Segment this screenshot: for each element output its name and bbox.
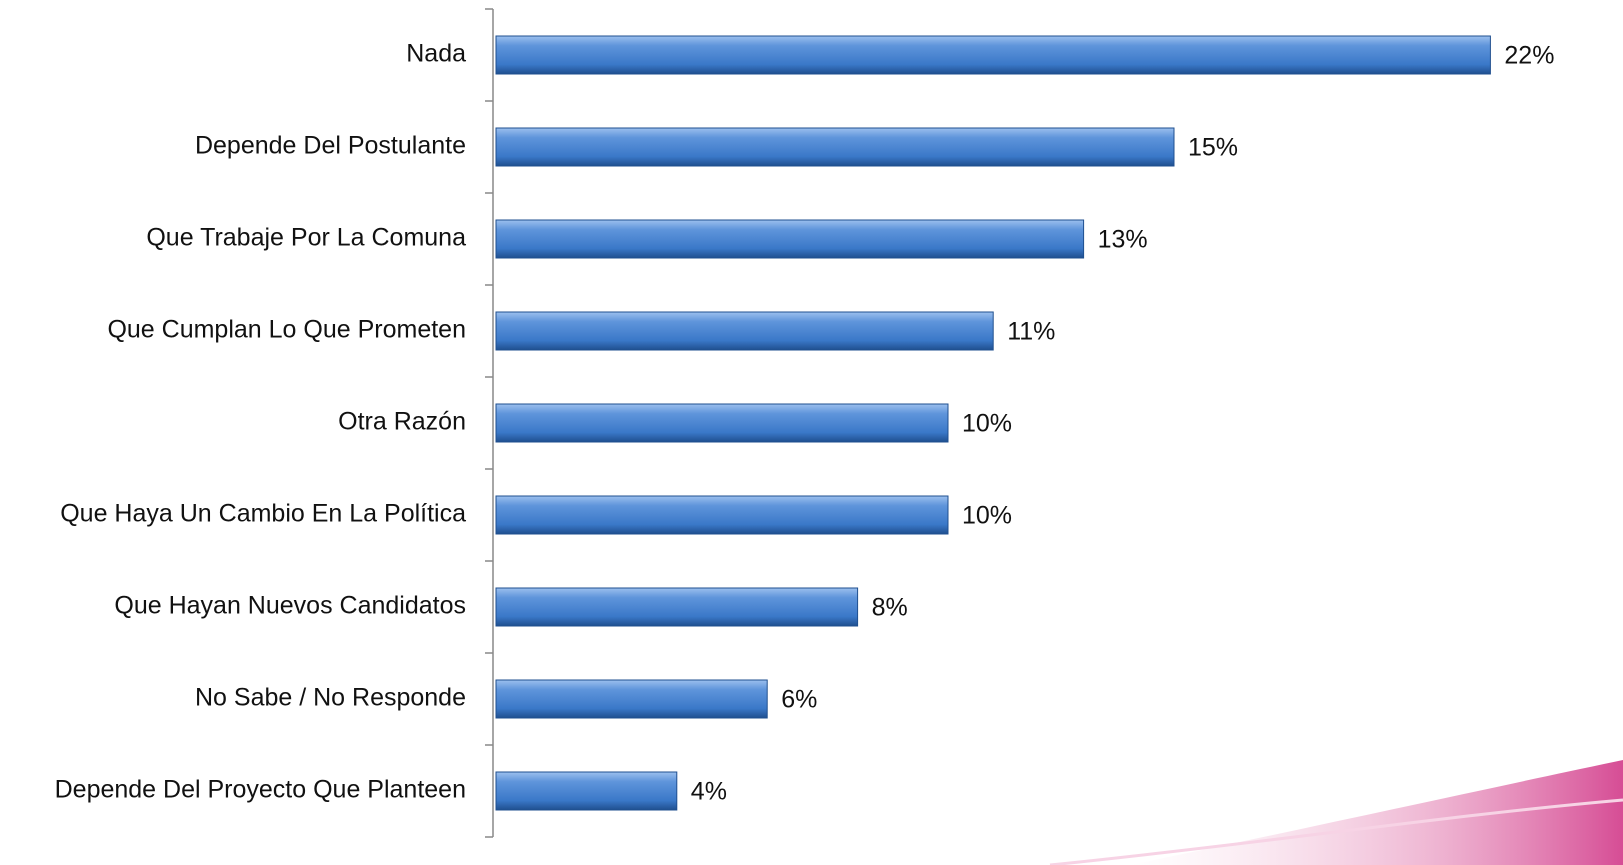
category-label: No Sabe / No Responde (195, 684, 466, 712)
value-label: 22% (1504, 42, 1554, 70)
decoration (1130, 760, 1623, 865)
value-label: 4% (691, 778, 727, 806)
category-label: Que Trabaje Por La Comuna (146, 224, 466, 252)
bar (495, 771, 678, 811)
value-label: 15% (1188, 134, 1238, 162)
bar (495, 219, 1085, 259)
value-label: 10% (962, 502, 1012, 530)
bar (495, 35, 1491, 75)
bar (495, 311, 994, 351)
category-label: Depende Del Postulante (195, 132, 466, 160)
bar (495, 587, 859, 627)
decoration (1049, 798, 1623, 865)
value-label: 6% (781, 686, 817, 714)
value-label: 10% (962, 410, 1012, 438)
category-label: Que Haya Un Cambio En La Política (60, 500, 466, 528)
category-label: Que Hayan Nuevos Candidatos (114, 592, 466, 620)
category-label: Otra Razón (338, 408, 466, 436)
bar (495, 127, 1175, 167)
category-label: Depende Del Proyecto Que Planteen (55, 776, 466, 804)
bar (495, 679, 768, 719)
category-label: Nada (406, 40, 466, 68)
value-label: 13% (1098, 226, 1148, 254)
bar (495, 495, 949, 535)
bar (495, 403, 949, 443)
category-label: Que Cumplan Lo Que Prometen (107, 316, 466, 344)
plot-area: Nada 22% Depende Del Postulante 15% Que Trab… (55, 8, 1554, 838)
value-label: 11% (1007, 318, 1055, 346)
value-label: 8% (872, 594, 908, 622)
